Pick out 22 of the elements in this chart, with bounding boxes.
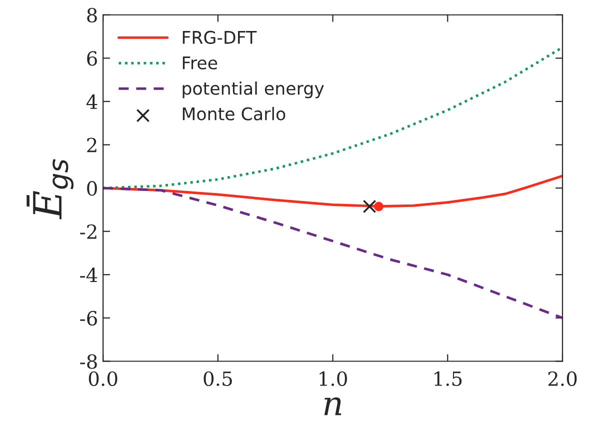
y-axis-title: Ē$_{gs}$ <box>26 159 74 220</box>
legend-label: potential energy <box>182 81 324 98</box>
y-tick-label: -4 <box>80 268 98 282</box>
y-tick-label: -8 <box>80 354 97 369</box>
legend-label: Free <box>182 56 218 70</box>
x-tick-label: 2.0 <box>548 371 577 386</box>
legend-label: FRG-DFT <box>182 30 257 44</box>
line-series <box>103 186 562 320</box>
y-tick-label: -6 <box>80 310 97 326</box>
x-tick-label: 1.0 <box>320 371 347 386</box>
x-tick-label: 0.5 <box>204 371 232 386</box>
x-axis-title: n <box>324 397 342 416</box>
y-tick-label: 2 <box>87 138 96 152</box>
x-tick-label: 0.0 <box>88 371 118 386</box>
y-tick-label: 0 <box>87 181 97 196</box>
legend-label: Monte Carlo <box>182 106 286 120</box>
y-tick-label: 4 <box>86 94 98 109</box>
y-tick-label: 8 <box>87 8 97 23</box>
line-series <box>103 46 562 190</box>
y-tick-label: 6 <box>87 51 97 66</box>
x-tick-label: 1.5 <box>434 371 462 386</box>
y-tick-label: -2 <box>80 224 96 239</box>
